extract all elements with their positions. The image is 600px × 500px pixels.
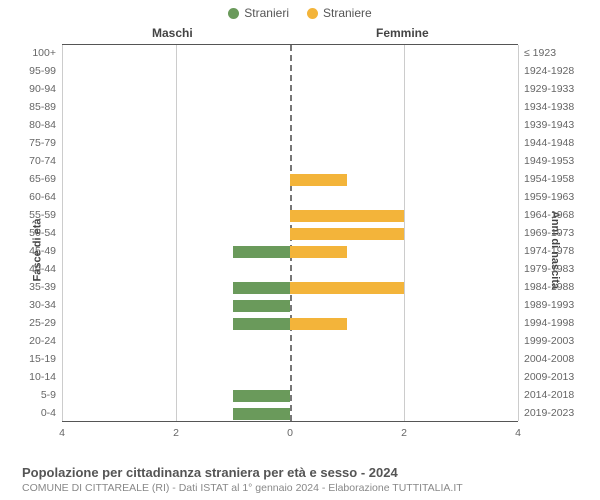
age-label: 35-39 [10, 281, 56, 293]
age-label: 80-84 [10, 119, 56, 131]
age-label: 0-4 [10, 407, 56, 419]
grid-line [518, 45, 519, 421]
bar-female [290, 318, 347, 330]
birth-year-label: 1999-2003 [524, 335, 574, 347]
legend-label-male: Stranieri [244, 6, 289, 20]
age-label: 10-14 [10, 371, 56, 383]
legend-item-female: Straniere [307, 6, 372, 20]
age-label: 40-44 [10, 263, 56, 275]
age-label: 85-89 [10, 101, 56, 113]
age-label: 55-59 [10, 209, 56, 221]
birth-year-label: 2009-2013 [524, 371, 574, 383]
birth-year-label: 1959-1963 [524, 191, 574, 203]
population-pyramid-chart: Stranieri Straniere Maschi Femmine Fasce… [0, 0, 600, 500]
bar-male [233, 246, 290, 258]
legend: Stranieri Straniere [0, 0, 600, 26]
column-header-male: Maschi [152, 26, 193, 40]
legend-swatch-male [228, 8, 239, 19]
age-label: 70-74 [10, 155, 56, 167]
bar-female [290, 246, 347, 258]
birth-year-label: 1924-1928 [524, 65, 574, 77]
x-tick: 2 [173, 427, 179, 439]
birth-year-label: 1984-1988 [524, 281, 574, 293]
birth-year-label: 1994-1998 [524, 317, 574, 329]
birth-year-label: 1964-1968 [524, 209, 574, 221]
legend-item-male: Stranieri [228, 6, 289, 20]
column-header-female: Femmine [376, 26, 429, 40]
legend-swatch-female [307, 8, 318, 19]
age-label: 20-24 [10, 335, 56, 347]
bar-male [233, 300, 290, 312]
birth-year-label: 2014-2018 [524, 389, 574, 401]
grid-line [62, 45, 63, 421]
x-tick: 0 [287, 427, 293, 439]
bar-male [233, 408, 290, 420]
age-label: 100+ [10, 47, 56, 59]
bar-female [290, 174, 347, 186]
age-label: 60-64 [10, 191, 56, 203]
birth-year-label: 2019-2023 [524, 407, 574, 419]
x-tick: 2 [401, 427, 407, 439]
birth-year-label: 1989-1993 [524, 299, 574, 311]
age-label: 75-79 [10, 137, 56, 149]
age-label: 50-54 [10, 227, 56, 239]
birth-year-label: 1979-1983 [524, 263, 574, 275]
legend-label-female: Straniere [323, 6, 372, 20]
bar-male [233, 282, 290, 294]
bar-male [233, 318, 290, 330]
birth-year-label: 1934-1938 [524, 101, 574, 113]
chart-footer: Popolazione per cittadinanza straniera p… [22, 465, 590, 494]
birth-year-label: 1974-1978 [524, 245, 574, 257]
bar-female [290, 228, 404, 240]
age-label: 30-34 [10, 299, 56, 311]
birth-year-label: 1969-1973 [524, 227, 574, 239]
age-label: 95-99 [10, 65, 56, 77]
birth-year-label: 1944-1948 [524, 137, 574, 149]
plot-area: 42024100+≤ 192395-991924-192890-941929-1… [62, 44, 518, 422]
birth-year-label: 1939-1943 [524, 119, 574, 131]
grid-line [404, 45, 405, 421]
x-tick: 4 [515, 427, 521, 439]
age-label: 15-19 [10, 353, 56, 365]
x-tick: 4 [59, 427, 65, 439]
bar-female [290, 282, 404, 294]
bar-male [233, 390, 290, 402]
column-headers: Maschi Femmine [0, 26, 600, 44]
bar-female [290, 210, 404, 222]
chart-subtitle: COMUNE DI CITTAREALE (RI) - Dati ISTAT a… [22, 482, 590, 494]
chart-title: Popolazione per cittadinanza straniera p… [22, 465, 590, 480]
birth-year-label: 1949-1953 [524, 155, 574, 167]
birth-year-label: 2004-2008 [524, 353, 574, 365]
birth-year-label: ≤ 1923 [524, 47, 556, 59]
age-label: 45-49 [10, 245, 56, 257]
age-label: 65-69 [10, 173, 56, 185]
age-label: 5-9 [10, 389, 56, 401]
birth-year-label: 1954-1958 [524, 173, 574, 185]
age-label: 90-94 [10, 83, 56, 95]
birth-year-label: 1929-1933 [524, 83, 574, 95]
grid-line [176, 45, 177, 421]
age-label: 25-29 [10, 317, 56, 329]
